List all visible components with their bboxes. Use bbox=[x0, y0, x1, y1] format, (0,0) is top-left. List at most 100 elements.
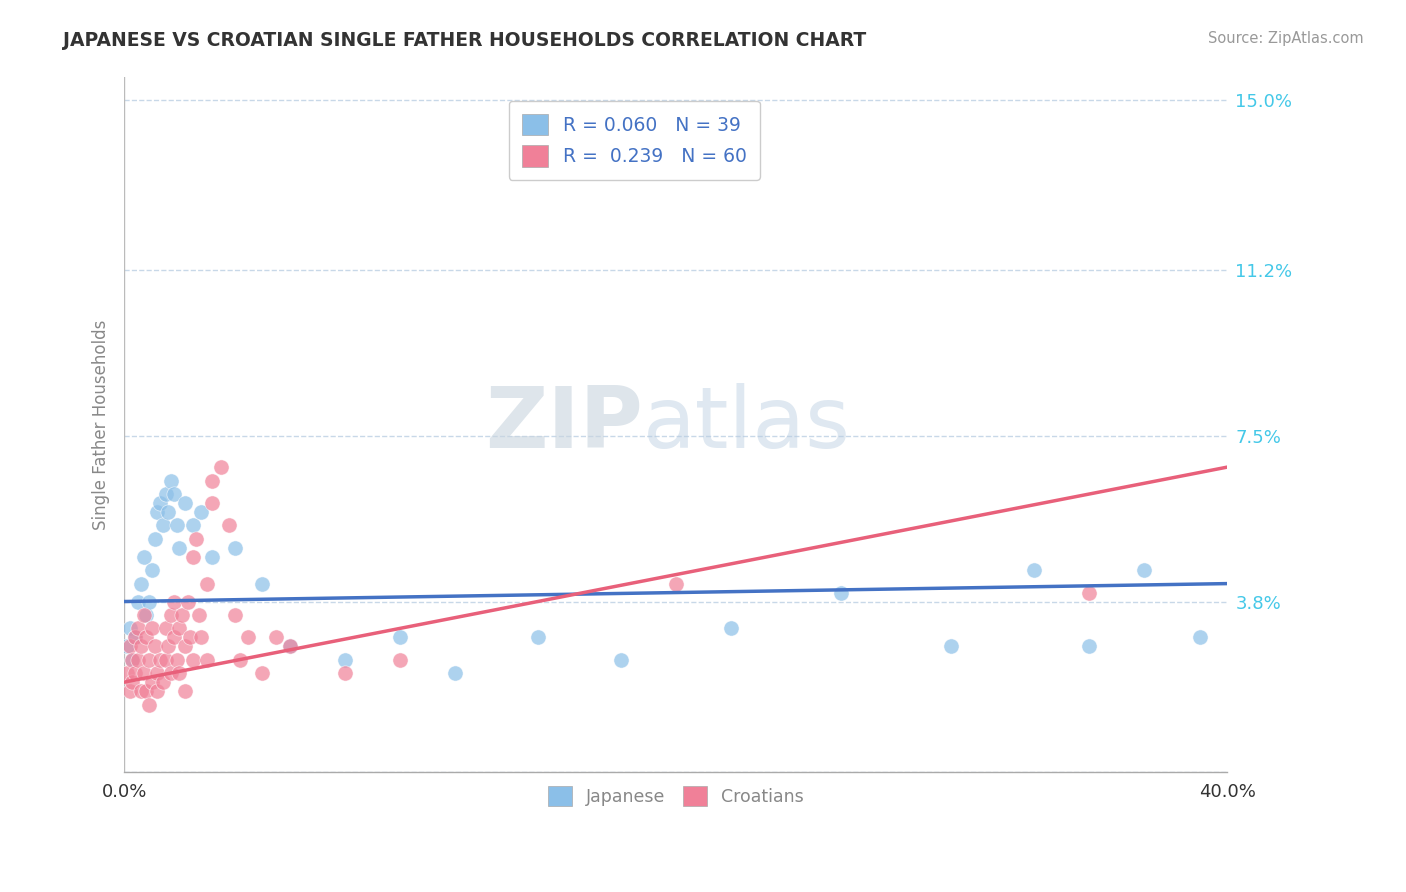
Point bbox=[184, 532, 207, 546]
Legend: Japanese, Croatians: Japanese, Croatians bbox=[538, 778, 813, 815]
Point bbox=[146, 666, 169, 681]
Point bbox=[135, 684, 157, 698]
Point bbox=[201, 549, 224, 564]
Point bbox=[127, 594, 149, 608]
Point bbox=[121, 653, 143, 667]
Point bbox=[143, 640, 166, 654]
Point bbox=[720, 621, 742, 635]
Point bbox=[830, 585, 852, 599]
Point bbox=[169, 621, 191, 635]
Point bbox=[141, 675, 163, 690]
Point bbox=[152, 675, 174, 690]
Point bbox=[201, 474, 224, 488]
Point bbox=[224, 541, 246, 555]
Point bbox=[1024, 563, 1046, 577]
Point bbox=[1078, 585, 1101, 599]
Point bbox=[149, 653, 172, 667]
Point bbox=[157, 505, 180, 519]
Point bbox=[141, 563, 163, 577]
Point bbox=[181, 653, 204, 667]
Point bbox=[176, 594, 198, 608]
Point bbox=[1078, 640, 1101, 654]
Point bbox=[229, 653, 252, 667]
Point bbox=[138, 594, 160, 608]
Point bbox=[135, 607, 157, 622]
Point bbox=[190, 631, 212, 645]
Point bbox=[172, 607, 194, 622]
Point bbox=[155, 487, 177, 501]
Point bbox=[127, 653, 149, 667]
Point bbox=[224, 607, 246, 622]
Point bbox=[143, 532, 166, 546]
Point bbox=[160, 666, 183, 681]
Text: Source: ZipAtlas.com: Source: ZipAtlas.com bbox=[1208, 31, 1364, 46]
Point bbox=[163, 631, 186, 645]
Point bbox=[388, 653, 411, 667]
Point bbox=[115, 666, 138, 681]
Point bbox=[155, 621, 177, 635]
Point bbox=[121, 675, 143, 690]
Point bbox=[264, 631, 287, 645]
Point bbox=[155, 653, 177, 667]
Point bbox=[129, 640, 152, 654]
Point bbox=[124, 666, 146, 681]
Text: ZIP: ZIP bbox=[485, 383, 643, 467]
Point bbox=[166, 518, 188, 533]
Point bbox=[195, 653, 218, 667]
Point bbox=[201, 496, 224, 510]
Point bbox=[121, 653, 143, 667]
Text: JAPANESE VS CROATIAN SINGLE FATHER HOUSEHOLDS CORRELATION CHART: JAPANESE VS CROATIAN SINGLE FATHER HOUSE… bbox=[63, 31, 866, 50]
Point bbox=[527, 631, 550, 645]
Point bbox=[444, 666, 467, 681]
Point bbox=[1188, 631, 1211, 645]
Point bbox=[129, 684, 152, 698]
Point bbox=[141, 621, 163, 635]
Point bbox=[209, 460, 232, 475]
Point bbox=[173, 496, 195, 510]
Point bbox=[173, 640, 195, 654]
Point bbox=[333, 653, 356, 667]
Point bbox=[187, 607, 209, 622]
Point bbox=[157, 640, 180, 654]
Point bbox=[129, 576, 152, 591]
Point bbox=[1133, 563, 1156, 577]
Point bbox=[609, 653, 631, 667]
Point bbox=[388, 631, 411, 645]
Point bbox=[169, 541, 191, 555]
Point bbox=[190, 505, 212, 519]
Point bbox=[166, 653, 188, 667]
Point bbox=[152, 518, 174, 533]
Point bbox=[941, 640, 963, 654]
Point bbox=[118, 621, 141, 635]
Point bbox=[179, 631, 201, 645]
Point bbox=[195, 576, 218, 591]
Point bbox=[138, 653, 160, 667]
Point bbox=[138, 698, 160, 712]
Point bbox=[238, 631, 260, 645]
Point bbox=[132, 666, 155, 681]
Point bbox=[124, 631, 146, 645]
Point bbox=[149, 496, 172, 510]
Point bbox=[118, 640, 141, 654]
Point bbox=[132, 549, 155, 564]
Point bbox=[173, 684, 195, 698]
Point bbox=[250, 666, 273, 681]
Point bbox=[665, 576, 688, 591]
Y-axis label: Single Father Households: Single Father Households bbox=[93, 319, 110, 530]
Point bbox=[118, 684, 141, 698]
Point bbox=[163, 594, 186, 608]
Point bbox=[146, 684, 169, 698]
Text: atlas: atlas bbox=[643, 383, 851, 467]
Point bbox=[160, 474, 183, 488]
Point bbox=[127, 621, 149, 635]
Point bbox=[181, 549, 204, 564]
Point bbox=[132, 607, 155, 622]
Point bbox=[146, 505, 169, 519]
Point bbox=[218, 518, 240, 533]
Point bbox=[278, 640, 301, 654]
Point bbox=[160, 607, 183, 622]
Point bbox=[181, 518, 204, 533]
Point bbox=[135, 631, 157, 645]
Point bbox=[124, 631, 146, 645]
Point bbox=[169, 666, 191, 681]
